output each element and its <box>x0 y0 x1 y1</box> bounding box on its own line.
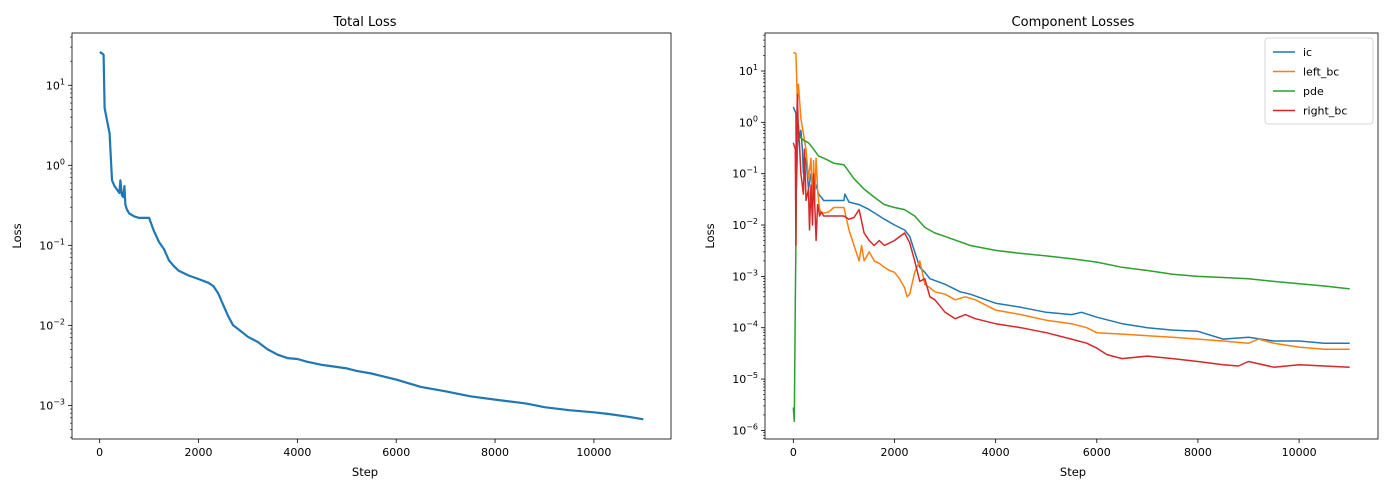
component-losses-ytick-label: 101 <box>739 63 758 78</box>
total-loss-xtick-label: 4000 <box>283 446 311 459</box>
component-losses-xtick-label: 8000 <box>1184 446 1212 459</box>
component-losses-ytick-label: 10−3 <box>732 268 758 283</box>
component-losses-xtick-label: 2000 <box>880 446 908 459</box>
legend-label-left-bc: left_bc <box>1303 66 1339 79</box>
total-loss-xtick-label: 8000 <box>481 446 509 459</box>
series-ic-line <box>792 106 1350 344</box>
total-loss-ticks: 0 2000 4000 6000 8000 10000 101 100 10−1 10−2 10−3 <box>39 36 611 459</box>
total-loss-xtick-label: 6000 <box>382 446 410 459</box>
total-loss-title: Total Loss <box>332 15 396 30</box>
component-losses-ytick-label: 10−2 <box>732 217 758 232</box>
component-losses-axes-frame <box>764 32 1379 440</box>
legend-label-ic: ic <box>1303 46 1312 59</box>
component-losses-ylabel: Loss <box>703 223 717 248</box>
component-losses-ytick-label: 100 <box>739 114 758 129</box>
component-losses-plot-area <box>792 51 1350 423</box>
series-pde-line <box>792 121 1350 423</box>
component-losses-ytick-label: 10−6 <box>732 422 758 437</box>
total-loss-xlabel: Step <box>352 465 378 479</box>
total-loss-ytick-label: 10−3 <box>39 397 65 412</box>
total-loss-ytick-label: 100 <box>46 157 65 172</box>
component-losses-xtick-label: 0 <box>790 446 797 459</box>
component-losses-xtick-label: 10000 <box>1282 446 1317 459</box>
total-loss-line <box>99 51 644 421</box>
component-losses-ytick-label: 10−4 <box>732 320 758 335</box>
total-loss-ylabel: Loss <box>10 223 24 248</box>
total-loss-plot-area <box>99 51 644 421</box>
component-losses-panel: Component Losses Step Loss 0 2000 4000 6000… <box>703 15 1379 479</box>
total-loss-xtick-label: 0 <box>96 446 103 459</box>
component-losses-ytick-label: 10−5 <box>732 371 758 386</box>
total-loss-axes-frame <box>71 32 672 440</box>
component-losses-xlabel: Step <box>1060 465 1086 479</box>
total-loss-xtick-label: 10000 <box>576 446 611 459</box>
total-loss-ytick-label: 101 <box>46 77 65 92</box>
legend-label-pde: pde <box>1303 85 1324 98</box>
total-loss-ytick-label: 10−2 <box>39 317 65 332</box>
total-loss-xtick-label: 2000 <box>185 446 213 459</box>
series-right-bc-line <box>792 93 1350 368</box>
legend-label-right-bc: right_bc <box>1303 105 1347 118</box>
component-losses-xtick-label: 4000 <box>982 446 1010 459</box>
legend-box <box>1264 37 1374 125</box>
component-losses-title: Component Losses <box>1012 15 1135 30</box>
total-loss-ytick-label: 10−1 <box>39 237 65 252</box>
component-losses-ticks: 0 2000 4000 6000 8000 10000 101 100 10−1 10−2 10−3… <box>732 34 1317 459</box>
total-loss-panel: Total Loss Step Loss 0 2000 4000 6000 8000 10… <box>10 15 672 479</box>
component-losses-xtick-label: 6000 <box>1083 446 1111 459</box>
component-losses-ytick-label: 10−1 <box>732 166 758 181</box>
